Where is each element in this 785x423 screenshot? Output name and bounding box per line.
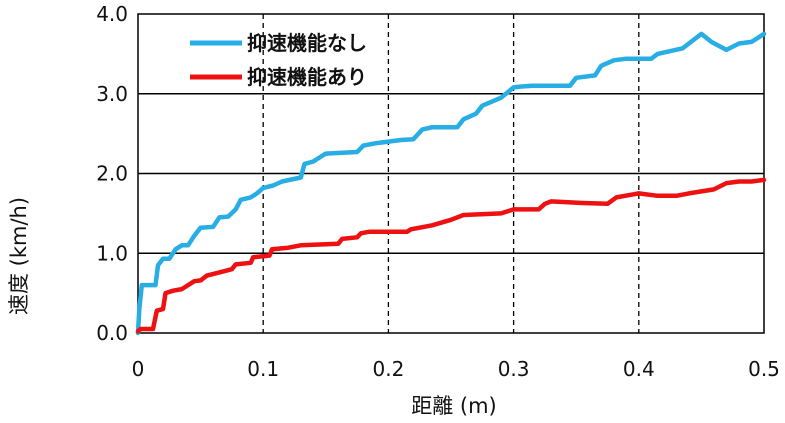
y-tick-label: 3.0 bbox=[96, 82, 128, 106]
series-lines bbox=[135, 31, 767, 336]
x-axis-title: 距離 (m) bbox=[411, 394, 497, 418]
x-tick-label: 0.3 bbox=[498, 357, 530, 381]
y-axis-title: 速度 (km/h) bbox=[7, 197, 31, 315]
series-line-2 bbox=[135, 177, 767, 334]
y-tick-label: 1.0 bbox=[96, 241, 128, 265]
y-tick-label: 2.0 bbox=[96, 162, 128, 186]
grid-lines bbox=[138, 14, 764, 333]
plot-frame bbox=[137, 13, 765, 334]
x-axis-tick-labels: 0 0.1 0.2 0.3 0.4 0.5 bbox=[132, 357, 780, 381]
x-tick-label: 0.1 bbox=[247, 357, 279, 381]
legend-label-2: 抑速機能あり bbox=[247, 65, 367, 89]
x-tick-label: 0.2 bbox=[372, 357, 404, 381]
legend-label-1: 抑速機能なし bbox=[247, 31, 367, 55]
x-tick-label: 0 bbox=[132, 357, 145, 381]
y-tick-label: 0.0 bbox=[96, 321, 128, 345]
y-axis-tick-labels: 0.0 1.0 2.0 3.0 4.0 bbox=[96, 2, 128, 345]
y-tick-label: 4.0 bbox=[96, 2, 128, 26]
x-tick-label: 0.5 bbox=[748, 357, 780, 381]
series-line-1 bbox=[135, 31, 767, 336]
x-tick-label: 0.4 bbox=[623, 357, 655, 381]
